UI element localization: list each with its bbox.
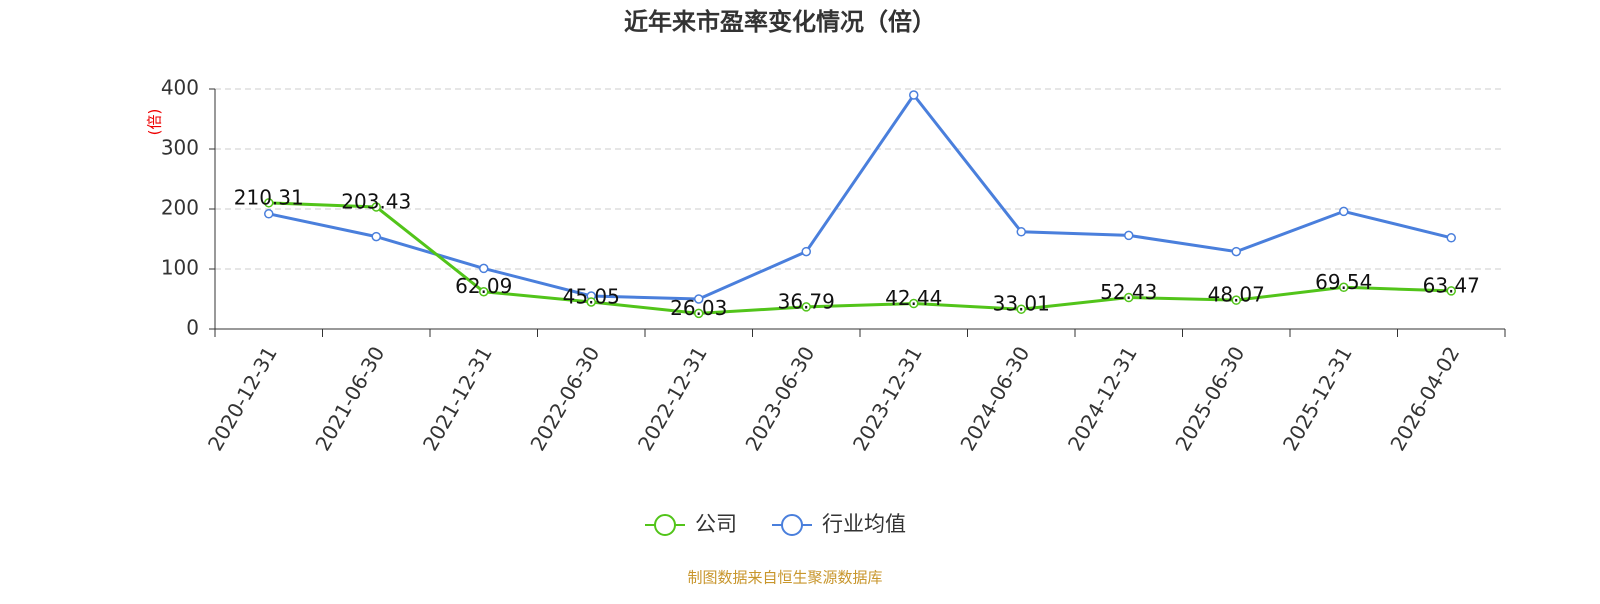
point — [1124, 230, 1134, 241]
data-label: 69.54 — [1315, 270, 1372, 294]
x-tick-label: 2023-12-31 — [848, 342, 927, 455]
x-tick-label: 2025-12-31 — [1278, 342, 1357, 455]
point — [801, 302, 811, 312]
series-line — [268, 92, 1452, 301]
y-tick-label: 400 — [161, 76, 199, 100]
y-axis-label: (倍) — [146, 109, 164, 136]
point — [479, 263, 489, 274]
point — [1016, 227, 1026, 237]
data-label: 63.47 — [1423, 273, 1480, 297]
data-label: 36.79 — [778, 289, 835, 313]
data-label: 33.01 — [993, 292, 1050, 316]
x-tick-label: 2022-12-31 — [633, 342, 712, 455]
point — [694, 294, 704, 304]
point — [371, 231, 381, 242]
point — [1124, 292, 1134, 303]
legend-label: 行业均值 — [822, 512, 906, 536]
data-label: 203.43 — [341, 189, 411, 213]
point — [909, 298, 919, 309]
x-tick-label: 2021-12-31 — [418, 342, 497, 455]
point — [1339, 282, 1349, 293]
x-tick-label: 2025-06-30 — [1170, 342, 1249, 455]
data-label: 42.44 — [885, 286, 942, 310]
data-label: 45.05 — [563, 284, 620, 308]
point — [801, 246, 811, 257]
point — [1016, 304, 1026, 314]
point — [479, 286, 489, 297]
legend-marker — [654, 514, 676, 536]
y-tick-label: 200 — [161, 196, 199, 220]
y-tick-label: 0 — [186, 316, 199, 340]
data-label: 210.31 — [234, 185, 304, 209]
point — [1231, 246, 1241, 257]
point — [909, 90, 919, 100]
data-label: 26.03 — [670, 296, 727, 320]
x-tick-label: 2023-06-30 — [740, 342, 819, 455]
x-tick-label: 2024-12-31 — [1063, 342, 1142, 455]
point — [694, 308, 704, 319]
point — [264, 198, 274, 208]
data-label: 62.09 — [455, 274, 512, 298]
point — [586, 297, 596, 307]
data-label: 52.43 — [1100, 280, 1157, 304]
point — [371, 202, 381, 212]
chart-title: 近年来市盈率变化情况（倍） — [624, 8, 936, 36]
legend-marker — [781, 514, 803, 536]
x-tick-label: 2024-06-30 — [955, 342, 1034, 455]
y-tick-label: 100 — [161, 256, 199, 280]
point — [1446, 286, 1456, 296]
x-tick-label: 2026-04-02 — [1385, 342, 1464, 455]
legend-label: 公司 — [695, 512, 737, 536]
point — [1339, 206, 1349, 217]
x-tick-label: 2020-12-31 — [203, 342, 282, 455]
point — [264, 209, 274, 219]
x-tick-label: 2022-06-30 — [525, 342, 604, 455]
data-label: 48.07 — [1208, 283, 1265, 307]
point — [1446, 233, 1456, 243]
y-tick-label: 300 — [161, 136, 199, 160]
x-tick-label: 2021-06-30 — [310, 342, 389, 455]
series-line — [268, 201, 1452, 315]
source-note: 制图数据来自恒生聚源数据库 — [687, 569, 882, 587]
point — [1231, 295, 1241, 305]
